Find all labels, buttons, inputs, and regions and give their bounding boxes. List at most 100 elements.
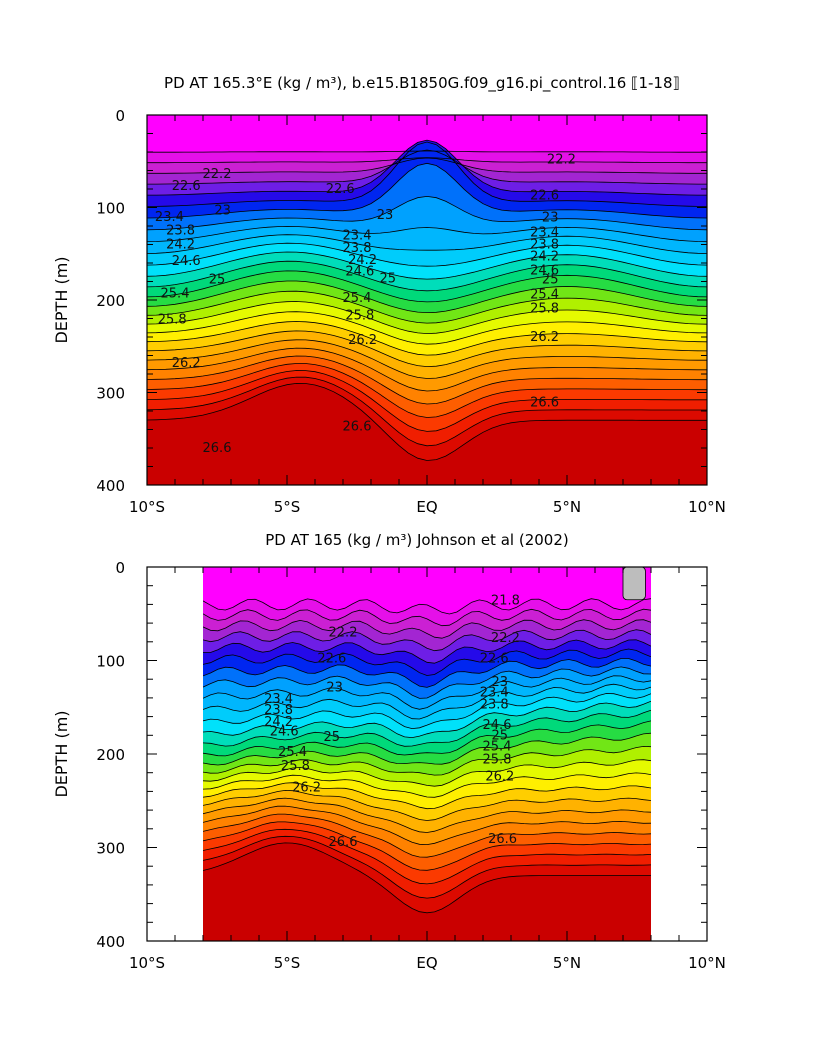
contour-label: 23.4 bbox=[530, 225, 559, 240]
contour-line bbox=[147, 347, 707, 392]
contour-label: 23.4 bbox=[155, 210, 184, 225]
contour-line bbox=[147, 321, 707, 356]
contour-field bbox=[203, 567, 651, 941]
contour-label: 25.8 bbox=[530, 301, 559, 316]
contour-line bbox=[147, 376, 707, 447]
contour-line bbox=[203, 759, 651, 787]
contour-label: 24.6 bbox=[172, 254, 201, 269]
contour-labels: 22.222.623.423.82324.224.62525.425.826.2… bbox=[155, 152, 576, 456]
x-tick-label: 5°N bbox=[553, 954, 581, 972]
contour-label: 23 bbox=[326, 681, 343, 696]
contour-label: 22.2 bbox=[491, 631, 520, 646]
contour-label: 25.4 bbox=[278, 745, 307, 760]
contour-line bbox=[203, 598, 651, 615]
contour-line bbox=[147, 260, 707, 292]
y-tick-label: 100 bbox=[96, 653, 125, 671]
contour-label: 24.2 bbox=[348, 253, 377, 268]
contour-line bbox=[147, 162, 707, 219]
contour-label: 24.6 bbox=[483, 718, 512, 733]
contour-label: 22.6 bbox=[317, 652, 346, 667]
contour-line bbox=[203, 805, 651, 846]
contour-label: 23 bbox=[214, 203, 231, 218]
contour-line bbox=[147, 195, 707, 231]
contour-label: 26.2 bbox=[292, 781, 321, 796]
y-tick-label: 400 bbox=[96, 477, 125, 495]
contour-line bbox=[203, 629, 651, 652]
contour-label: 21.8 bbox=[491, 594, 520, 609]
contour-line bbox=[147, 242, 707, 267]
contour-line bbox=[147, 339, 707, 379]
contour-line bbox=[147, 355, 707, 405]
contour-label: 25 bbox=[324, 730, 341, 745]
contour-label: 23.4 bbox=[343, 228, 372, 243]
panel-observations: PD AT 165 (kg / m³) Johnson et al (2002)… bbox=[52, 531, 726, 972]
contour-label: 26.2 bbox=[348, 333, 377, 348]
x-tick-label: 10°S bbox=[129, 498, 165, 516]
contour-label: 23.8 bbox=[480, 697, 509, 712]
contour-label: 26.2 bbox=[530, 330, 559, 345]
contour-line bbox=[147, 330, 707, 368]
panel-title: PD AT 165 (kg / m³) Johnson et al (2002) bbox=[265, 531, 568, 549]
contour-line bbox=[147, 225, 707, 243]
y-tick-label: 400 bbox=[96, 933, 125, 951]
contour-band bbox=[147, 383, 707, 485]
contour-line bbox=[203, 745, 651, 776]
contour-label: 24.2 bbox=[166, 238, 195, 253]
missing-data-patch bbox=[622, 567, 646, 601]
contour-line bbox=[203, 732, 651, 766]
contour-label: 26.6 bbox=[329, 835, 358, 850]
contour-line bbox=[147, 301, 707, 335]
contour-label: 22.2 bbox=[203, 167, 232, 182]
y-axis-title: DEPTH (m) bbox=[52, 710, 71, 797]
x-tick-label: 10°N bbox=[688, 498, 726, 516]
contour-label: 25.8 bbox=[483, 753, 512, 768]
contour-line bbox=[203, 828, 651, 885]
contour-label: 23.8 bbox=[166, 224, 195, 239]
contour-line bbox=[203, 720, 651, 757]
contour-line bbox=[203, 666, 651, 699]
contour-label: 25 bbox=[542, 273, 559, 288]
contour-label: 25 bbox=[209, 273, 226, 288]
contour-label: 26.2 bbox=[485, 769, 514, 784]
contour-line bbox=[147, 157, 707, 174]
contour-line bbox=[203, 835, 651, 899]
x-tick-label: 10°S bbox=[129, 954, 165, 972]
contour-line bbox=[203, 648, 651, 676]
contour-line bbox=[203, 700, 651, 739]
x-tick-label: EQ bbox=[416, 498, 437, 516]
contour-label: 25.8 bbox=[345, 309, 374, 324]
x-tick-label: EQ bbox=[416, 954, 437, 972]
contour-line bbox=[147, 141, 707, 207]
contour-line bbox=[203, 658, 651, 688]
contour-line bbox=[147, 370, 707, 432]
contour-band bbox=[203, 842, 651, 941]
contour-label: 22.6 bbox=[172, 179, 201, 194]
contour-lines bbox=[147, 139, 707, 461]
contour-line bbox=[203, 797, 651, 833]
contour-label: 26.6 bbox=[203, 441, 232, 456]
contour-line bbox=[147, 150, 707, 153]
contour-line bbox=[203, 782, 651, 810]
contour-line bbox=[203, 675, 651, 710]
y-tick-label: 300 bbox=[96, 385, 125, 403]
contour-line bbox=[203, 639, 651, 664]
contour-label: 25.4 bbox=[161, 287, 190, 302]
contour-field bbox=[147, 115, 707, 485]
contour-label: 25 bbox=[380, 272, 397, 287]
contour-line bbox=[203, 693, 651, 730]
contour-line bbox=[203, 821, 651, 871]
contour-label: 23 bbox=[377, 208, 394, 223]
contour-label: 23.8 bbox=[343, 241, 372, 256]
contour-label: 26.2 bbox=[172, 356, 201, 371]
contour-line bbox=[147, 311, 707, 345]
contour-line bbox=[203, 842, 651, 914]
y-tick-label: 100 bbox=[96, 200, 125, 218]
contour-label: 23.4 bbox=[480, 685, 509, 700]
axis-ticks: 10°S 5°S EQ 5°N 10°N 0 100 200 300 400 bbox=[96, 559, 726, 972]
y-tick-label: 300 bbox=[96, 840, 125, 858]
y-tick-label: 0 bbox=[115, 107, 125, 125]
contour-label: 22.2 bbox=[547, 152, 576, 167]
x-tick-label: 5°S bbox=[274, 954, 301, 972]
